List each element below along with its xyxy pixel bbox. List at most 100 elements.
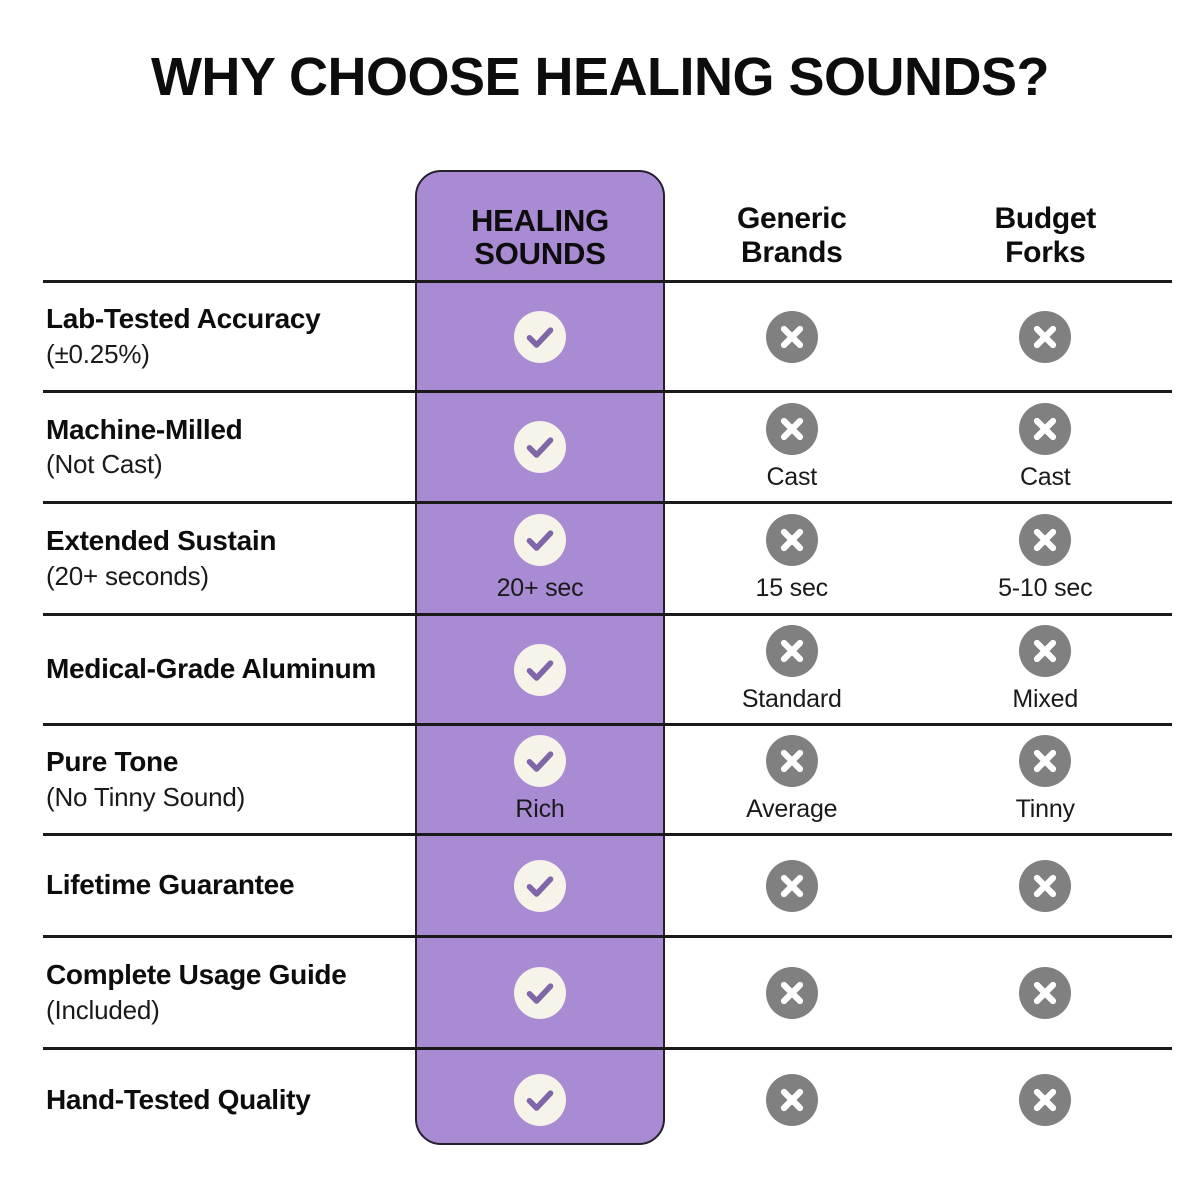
generic-cell [665, 1050, 919, 1150]
check-icon [514, 859, 566, 912]
generic-cell: Standard [665, 616, 919, 723]
brand-cell [415, 1050, 665, 1150]
brand-caption: 20+ sec [496, 574, 584, 603]
budget-cell: Tinny [919, 726, 1173, 833]
check-icon [514, 966, 566, 1019]
cross-icon [1019, 514, 1072, 567]
comparison-table: HEALING SOUNDS Generic Brands Budget For… [43, 170, 1172, 1150]
budget-caption: Tinny [1015, 795, 1075, 824]
table-row: Extended Sustain (20+ seconds) 20+ sec 15 s… [43, 501, 1172, 613]
table-row: Lab-Tested Accuracy (±0.25%) [43, 280, 1172, 390]
feature-title: Machine-Milled [46, 413, 243, 445]
check-icon [514, 643, 566, 696]
budget-header-line1: Budget [994, 201, 1096, 235]
feature-subtitle: (Not Cast) [46, 449, 163, 480]
generic-column-header: Generic Brands [665, 170, 919, 280]
brand-header-line2: SOUNDS [474, 236, 606, 271]
feature-subtitle: (Included) [46, 994, 160, 1025]
cross-icon [1019, 625, 1072, 678]
cross-icon [765, 966, 818, 1019]
budget-cell: Cast [919, 393, 1173, 501]
generic-caption: 15 sec [755, 574, 829, 603]
cross-icon [1019, 402, 1072, 455]
brand-column-header: HEALING SOUNDS [415, 170, 665, 280]
feature-title: Lab-Tested Accuracy [46, 303, 321, 335]
check-icon [514, 514, 566, 567]
budget-cell [919, 836, 1173, 935]
cross-icon [1019, 966, 1072, 1019]
feature-cell: Lifetime Guarantee [43, 836, 415, 935]
budget-caption: Mixed [1012, 685, 1079, 714]
feature-cell: Lab-Tested Accuracy (±0.25%) [43, 283, 415, 390]
check-icon [514, 310, 566, 363]
brand-cell: Rich [415, 726, 665, 833]
cross-icon [1019, 735, 1072, 788]
generic-caption: Standard [741, 685, 842, 714]
feature-title: Medical-Grade Aluminum [46, 653, 376, 685]
table-header-row: HEALING SOUNDS Generic Brands Budget For… [43, 170, 1172, 280]
generic-cell: 15 sec [665, 504, 919, 613]
page-title: WHY CHOOSE HEALING SOUNDS? [150, 47, 1050, 107]
check-icon [514, 1074, 566, 1126]
feature-column-header [43, 170, 415, 280]
generic-cell [665, 836, 919, 935]
feature-title: Hand-Tested Quality [46, 1083, 311, 1115]
table-row: Lifetime Guarantee [43, 833, 1172, 935]
feature-cell: Machine-Milled (Not Cast) [43, 393, 415, 501]
table-row: Medical-Grade Aluminum Standard Mixed [43, 613, 1172, 723]
cross-icon [765, 514, 818, 567]
feature-cell: Medical-Grade Aluminum [43, 616, 415, 723]
cross-icon [1019, 1074, 1072, 1126]
budget-cell [919, 938, 1173, 1047]
budget-caption: Cast [1019, 462, 1071, 491]
generic-caption: Cast [766, 462, 818, 491]
feature-subtitle: (20+ seconds) [46, 560, 209, 591]
check-icon [514, 735, 566, 788]
feature-subtitle: (No Tinny Sound) [46, 781, 246, 812]
feature-subtitle: (±0.25%) [46, 338, 150, 369]
budget-cell: Mixed [919, 616, 1173, 723]
generic-cell: Cast [665, 393, 919, 501]
feature-title: Extended Sustain [46, 525, 277, 557]
brand-cell [415, 393, 665, 501]
budget-header-line2: Forks [1005, 236, 1086, 269]
cross-icon [1019, 859, 1072, 912]
budget-column-header: Budget Forks [919, 170, 1173, 280]
generic-cell: Average [665, 726, 919, 833]
budget-cell [919, 1050, 1173, 1150]
cross-icon [765, 625, 818, 678]
brand-cell: 20+ sec [415, 504, 665, 613]
feature-cell: Extended Sustain (20+ seconds) [43, 504, 415, 613]
brand-cell [415, 616, 665, 723]
check-icon [514, 421, 566, 473]
feature-title: Complete Usage Guide [46, 959, 347, 991]
cross-icon [765, 1074, 818, 1126]
feature-cell: Complete Usage Guide (Included) [43, 938, 415, 1047]
generic-cell [665, 938, 919, 1047]
cross-icon [765, 859, 818, 912]
feature-cell: Pure Tone (No Tinny Sound) [43, 726, 415, 833]
brand-caption: Rich [515, 795, 565, 824]
cross-icon [765, 310, 818, 363]
brand-cell [415, 836, 665, 935]
generic-cell [665, 283, 919, 390]
brand-cell [415, 283, 665, 390]
feature-cell: Hand-Tested Quality [43, 1050, 415, 1150]
table-row: Hand-Tested Quality [43, 1047, 1172, 1150]
generic-caption: Average [746, 795, 838, 824]
table-row: Complete Usage Guide (Included) [43, 935, 1172, 1047]
table-row: Machine-Milled (Not Cast) Cast Cast [43, 390, 1172, 501]
feature-title: Pure Tone [46, 746, 179, 778]
cross-icon [1019, 310, 1072, 363]
cross-icon [765, 735, 818, 788]
generic-header-line2: Brands [740, 236, 843, 269]
table-body: Lab-Tested Accuracy (±0.25%) Machine-Mille… [43, 280, 1172, 1150]
feature-title: Lifetime Guarantee [46, 869, 295, 901]
brand-cell [415, 938, 665, 1047]
table-row: Pure Tone (No Tinny Sound) Rich Average Tinn… [43, 723, 1172, 833]
cross-icon [765, 402, 818, 455]
brand-header-line1: HEALING [470, 203, 610, 239]
budget-cell: 5-10 sec [919, 504, 1173, 613]
budget-cell [919, 283, 1173, 390]
